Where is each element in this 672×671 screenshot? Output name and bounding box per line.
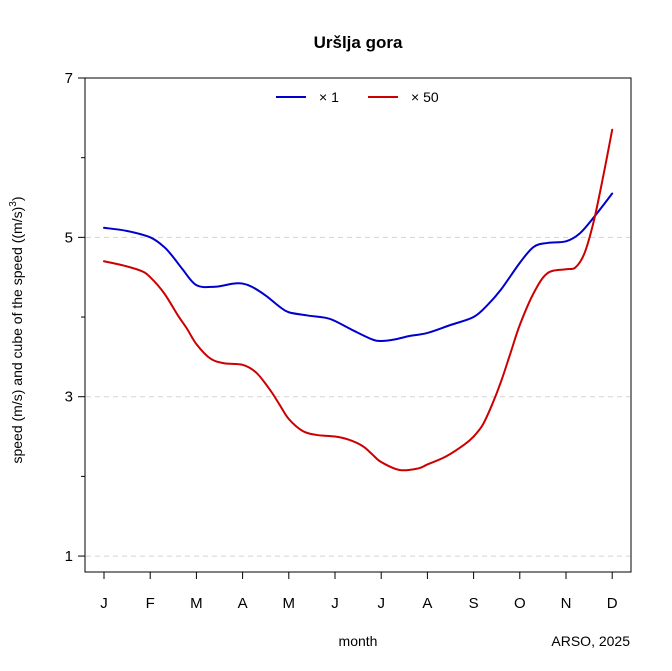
gridlines bbox=[86, 236, 630, 557]
series-line-1 bbox=[103, 192, 614, 342]
plot-frame bbox=[84, 77, 632, 573]
y-tick-label: 5 bbox=[65, 229, 73, 246]
x-tick-label: O bbox=[514, 595, 526, 612]
y-axis-label: speed (m/s) and cube of the speed ((m/s)… bbox=[8, 196, 25, 463]
chart-title: Uršlja gora bbox=[314, 33, 403, 52]
x-tick-label: S bbox=[469, 595, 479, 612]
axes: 1 3 5 7 J F M A M J J A S O N D bbox=[65, 70, 618, 612]
x-tick-label: M bbox=[190, 595, 203, 612]
x-tick-label: N bbox=[561, 595, 572, 612]
x-tick-label: F bbox=[146, 595, 155, 612]
x-tick-label: D bbox=[607, 595, 618, 612]
legend: × 1 × 50 bbox=[276, 89, 439, 105]
legend-label-2: × 50 bbox=[411, 89, 439, 105]
x-axis-label: month bbox=[339, 633, 378, 649]
x-tick-label: A bbox=[422, 595, 432, 612]
x-tick-label: A bbox=[238, 595, 248, 612]
credit-label: ARSO, 2025 bbox=[551, 633, 630, 649]
y-tick-label: 3 bbox=[65, 389, 73, 406]
x-tick-label: J bbox=[377, 595, 385, 612]
y-tick-label: 7 bbox=[65, 70, 73, 87]
series bbox=[103, 128, 614, 472]
x-tick-label: M bbox=[283, 595, 296, 612]
series-line-2 bbox=[103, 128, 614, 472]
legend-label-1: × 1 bbox=[319, 89, 339, 105]
x-tick-label: J bbox=[100, 595, 108, 612]
y-tick-label: 1 bbox=[65, 548, 73, 565]
x-tick-label: J bbox=[331, 595, 339, 612]
